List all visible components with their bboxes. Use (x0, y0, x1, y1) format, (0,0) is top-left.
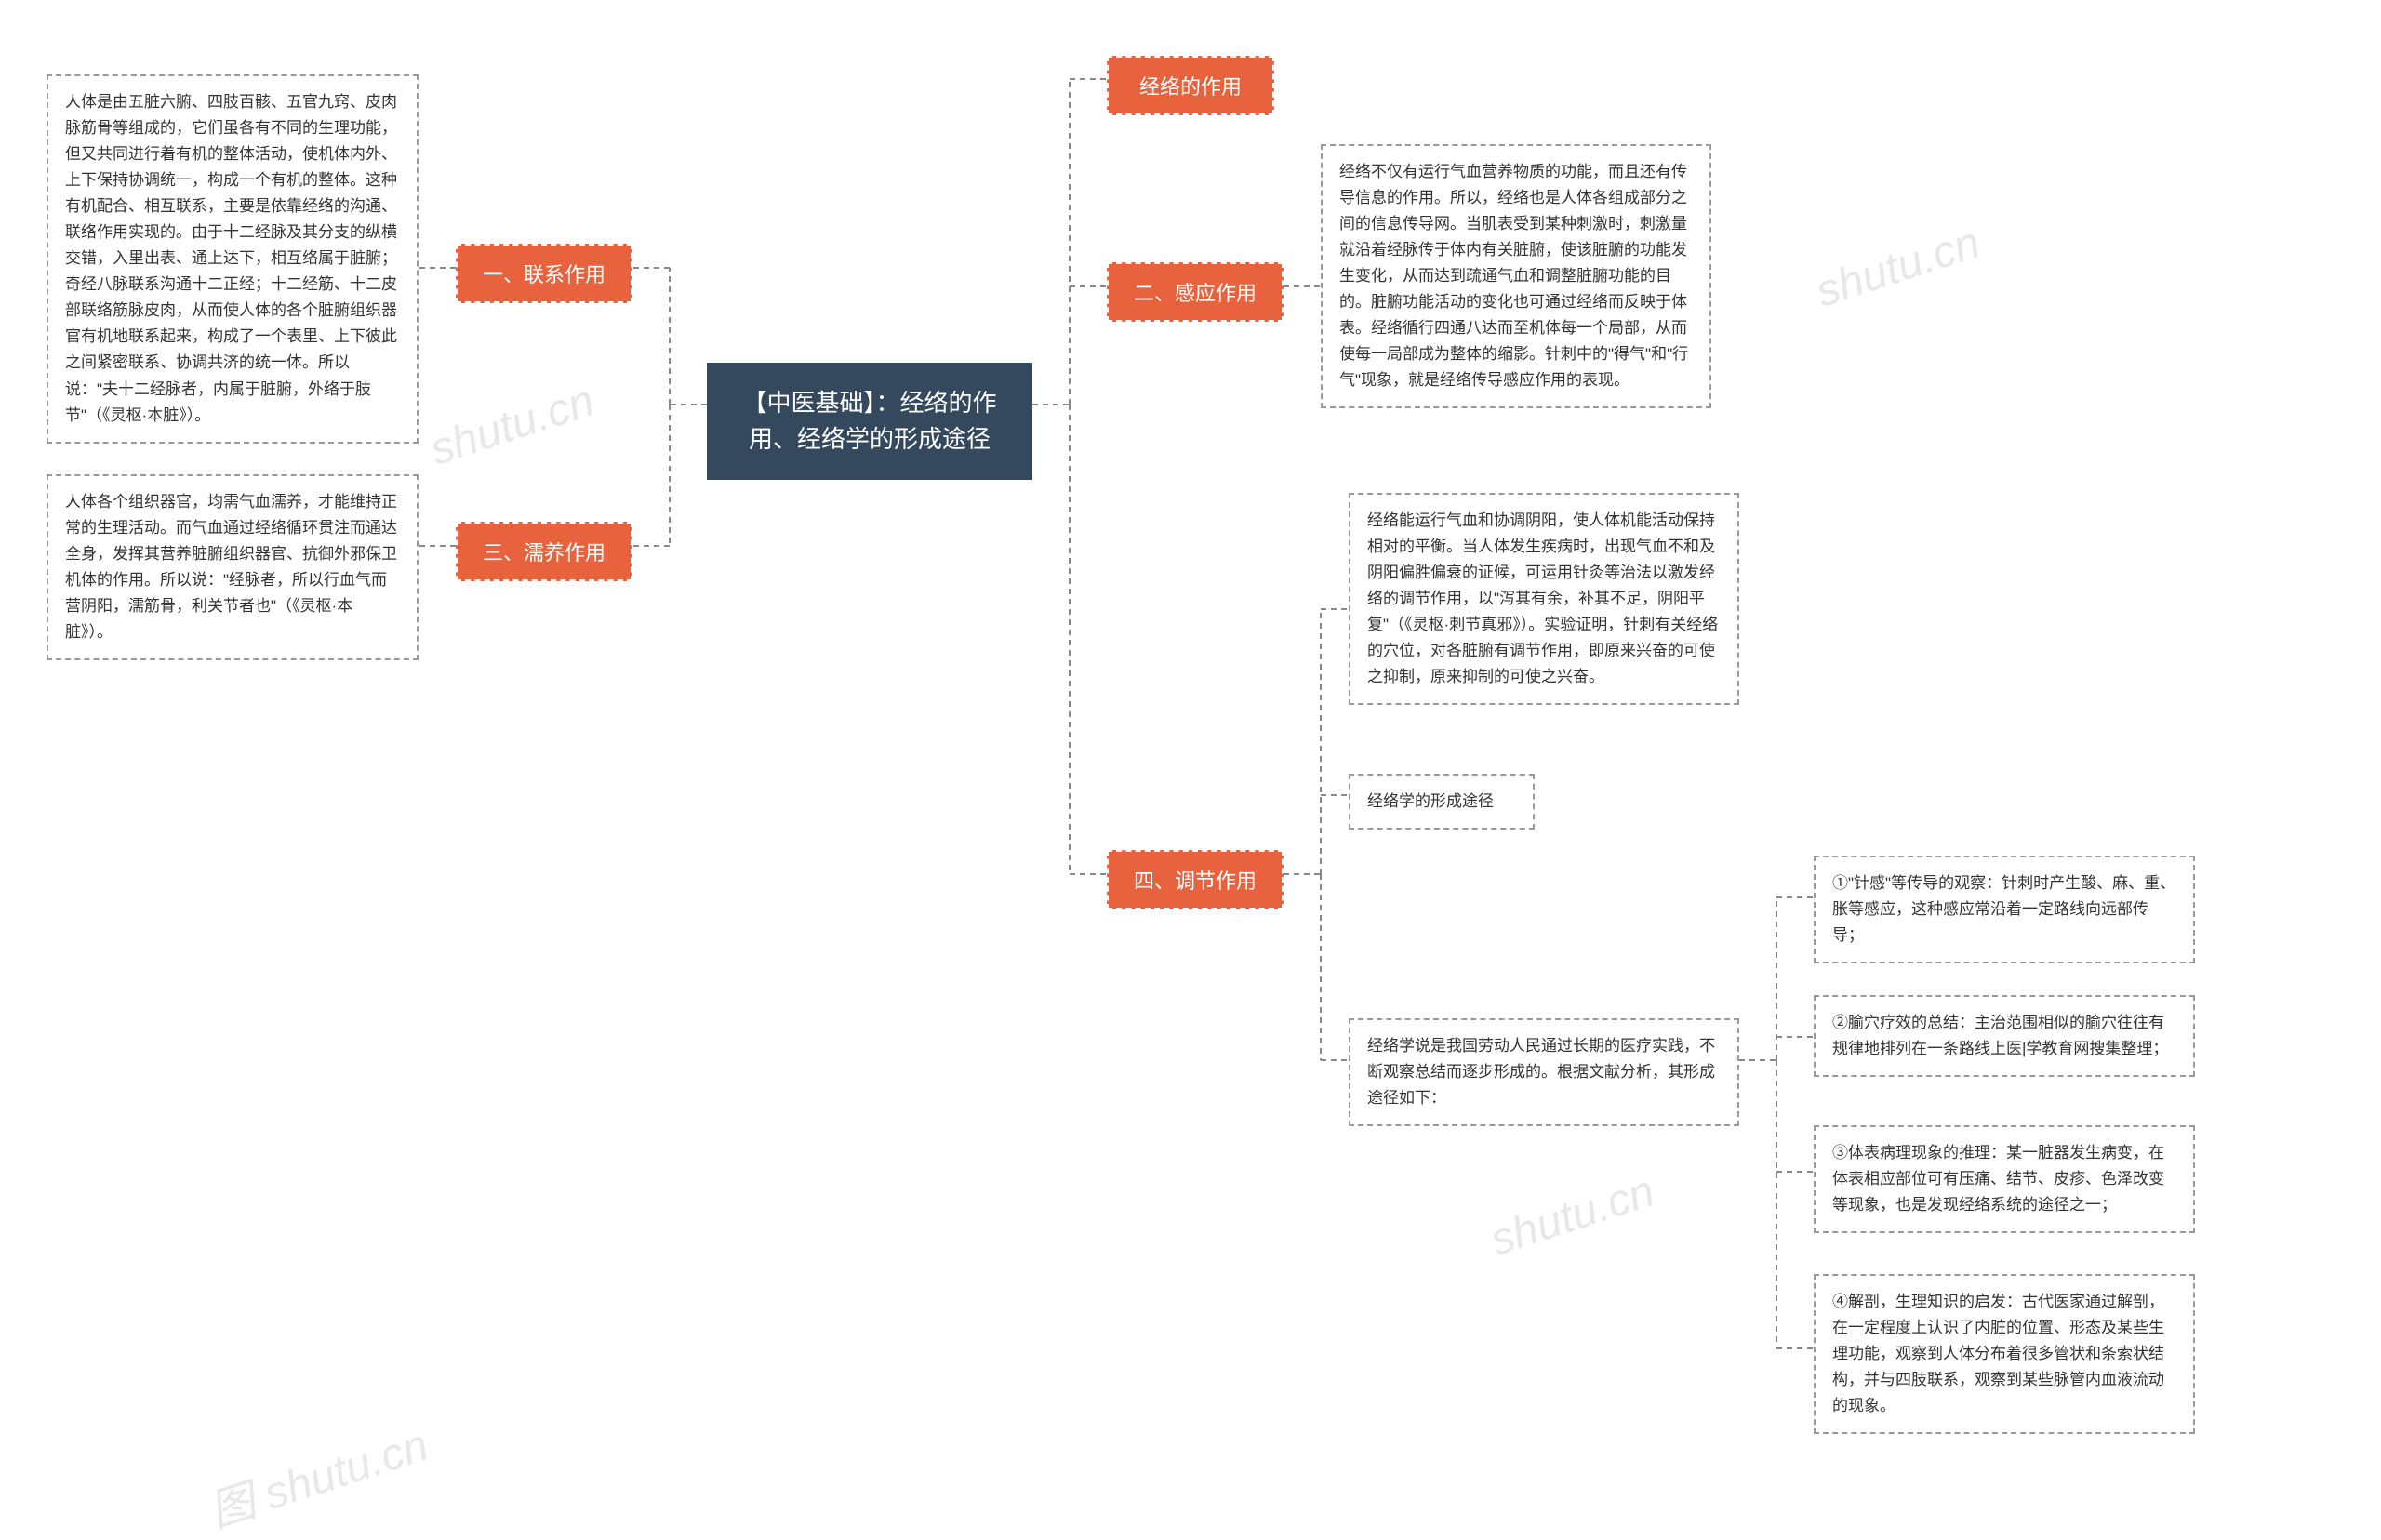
branch-right-2[interactable]: 二、感应作用 (1107, 262, 1284, 322)
detail-right-2: 经络不仅有运行气血营养物质的功能，而且还有传导信息的作用。所以，经络也是人体各组… (1321, 144, 1711, 408)
branch-right-top[interactable]: 经络的作用 (1107, 56, 1274, 115)
root-node[interactable]: 【中医基础】：经络的作 用、经络学的形成途径 (707, 363, 1032, 480)
branch-label: 经络的作用 (1139, 75, 1242, 99)
detail-text: 经络学说是我国劳动人民通过长期的医疗实践，不断观察总结而逐步形成的。根据文献分析… (1367, 1037, 1715, 1107)
detail-right-4-c2: 经络学的形成途径 (1349, 774, 1535, 830)
root-text: 【中医基础】：经络的作 用、经络学的形成途径 (742, 389, 996, 453)
detail-sub-3: ③体表病理现象的推理：某一脏器发生病变，在体表相应部位可有压痛、结节、皮疹、色泽… (1814, 1125, 2195, 1233)
watermark: shutu.cn (1484, 1165, 1661, 1266)
branch-label: 四、调节作用 (1134, 870, 1257, 893)
detail-left-1: 人体是由五脏六腑、四肢百骸、五官九窍、皮肉脉筋骨等组成的，它们虽各有不同的生理功… (47, 74, 419, 444)
detail-text: 人体是由五脏六腑、四肢百骸、五官九窍、皮肉脉筋骨等组成的，它们虽各有不同的生理功… (65, 93, 397, 424)
detail-text: 经络能运行气血和协调阴阳，使人体机能活动保持相对的平衡。当人体发生疾病时，出现气… (1367, 511, 1718, 685)
branch-label: 一、联系作用 (483, 263, 605, 286)
branch-left-2[interactable]: 三、濡养作用 (456, 522, 632, 581)
detail-sub-2: ②腧穴疗效的总结：主治范围相似的腧穴往往有规律地排列在一条路线上医|学教育网搜集… (1814, 995, 2195, 1077)
watermark: shutu.cn (1810, 217, 1987, 317)
detail-left-2: 人体各个组织器官，均需气血濡养，才能维持正常的生理活动。而气血通过经络循环贯注而… (47, 474, 419, 660)
detail-right-4-c3: 经络学说是我国劳动人民通过长期的医疗实践，不断观察总结而逐步形成的。根据文献分析… (1349, 1018, 1739, 1126)
detail-text: ④解剖，生理知识的启发：古代医家通过解剖，在一定程度上认识了内脏的位置、形态及某… (1832, 1293, 2164, 1414)
branch-label: 三、濡养作用 (483, 541, 605, 564)
detail-right-4-c1: 经络能运行气血和协调阴阳，使人体机能活动保持相对的平衡。当人体发生疾病时，出现气… (1349, 493, 1739, 705)
detail-sub-1: ①"针感"等传导的观察：针刺时产生酸、麻、重、胀等感应，这种感应常沿着一定路线向… (1814, 856, 2195, 963)
branch-right-4[interactable]: 四、调节作用 (1107, 850, 1284, 909)
detail-text: 人体各个组织器官，均需气血濡养，才能维持正常的生理活动。而气血通过经络循环贯注而… (65, 493, 397, 641)
watermark: shutu.cn (424, 375, 601, 475)
branch-label: 二、感应作用 (1134, 282, 1257, 305)
detail-text: 经络学的形成途径 (1367, 792, 1494, 810)
detail-text: ②腧穴疗效的总结：主治范围相似的腧穴往往有规律地排列在一条路线上医|学教育网搜集… (1832, 1014, 2168, 1057)
detail-text: ③体表病理现象的推理：某一脏器发生病变，在体表相应部位可有压痛、结节、皮疹、色泽… (1832, 1144, 2164, 1214)
detail-text: ①"针感"等传导的观察：针刺时产生酸、麻、重、胀等感应，这种感应常沿着一定路线向… (1832, 874, 2175, 944)
branch-left-1[interactable]: 一、联系作用 (456, 244, 632, 303)
detail-sub-4: ④解剖，生理知识的启发：古代医家通过解剖，在一定程度上认识了内脏的位置、形态及某… (1814, 1274, 2195, 1434)
detail-text: 经络不仅有运行气血营养物质的功能，而且还有传导信息的作用。所以，经络也是人体各组… (1339, 163, 1688, 389)
watermark: 图 shutu.cn (200, 1408, 435, 1540)
